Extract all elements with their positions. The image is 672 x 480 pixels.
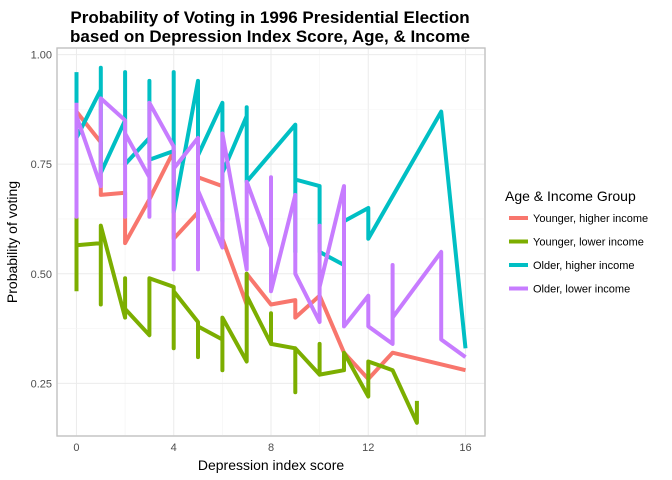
y-tick-label: 0.75	[31, 159, 52, 171]
x-tick-label: 4	[171, 442, 177, 454]
legend-label-3: Older, higher income	[533, 260, 635, 272]
legend-label-4: Older, lower income	[533, 284, 630, 296]
chart-title: Probability of Voting in 1996 Presidenti…	[70, 8, 469, 27]
legend-label-2: Younger, lower income	[533, 237, 644, 249]
y-tick-label: 0.50	[31, 269, 52, 281]
plot-border	[56, 47, 486, 437]
series-line-4	[74, 96, 467, 359]
chart-subtitle: based on Depression Index Score, Age, & …	[70, 27, 470, 46]
y-tick-label: 1.00	[31, 50, 52, 62]
x-tick-label: 12	[362, 442, 374, 454]
x-tick-label: 0	[73, 442, 79, 454]
legend-title: Age & Income Group	[505, 188, 636, 204]
y-tick-label: 0.25	[31, 378, 52, 390]
y-axis-label: Probability of voting	[4, 181, 20, 303]
series-line-3	[74, 65, 468, 349]
legend-label-1: Younger, higher income	[533, 213, 648, 225]
x-axis-label: Depression index score	[198, 457, 345, 473]
x-tick-label: 8	[268, 442, 274, 454]
data-series	[74, 65, 468, 425]
legend: Younger, higher income Younger, lower inc…	[509, 213, 648, 296]
x-tick-label: 16	[459, 442, 471, 454]
series-line-2	[74, 214, 419, 425]
axis-ticks: 0 4 8 12 16 0.25 0.50 0.75 1.00	[31, 50, 472, 454]
